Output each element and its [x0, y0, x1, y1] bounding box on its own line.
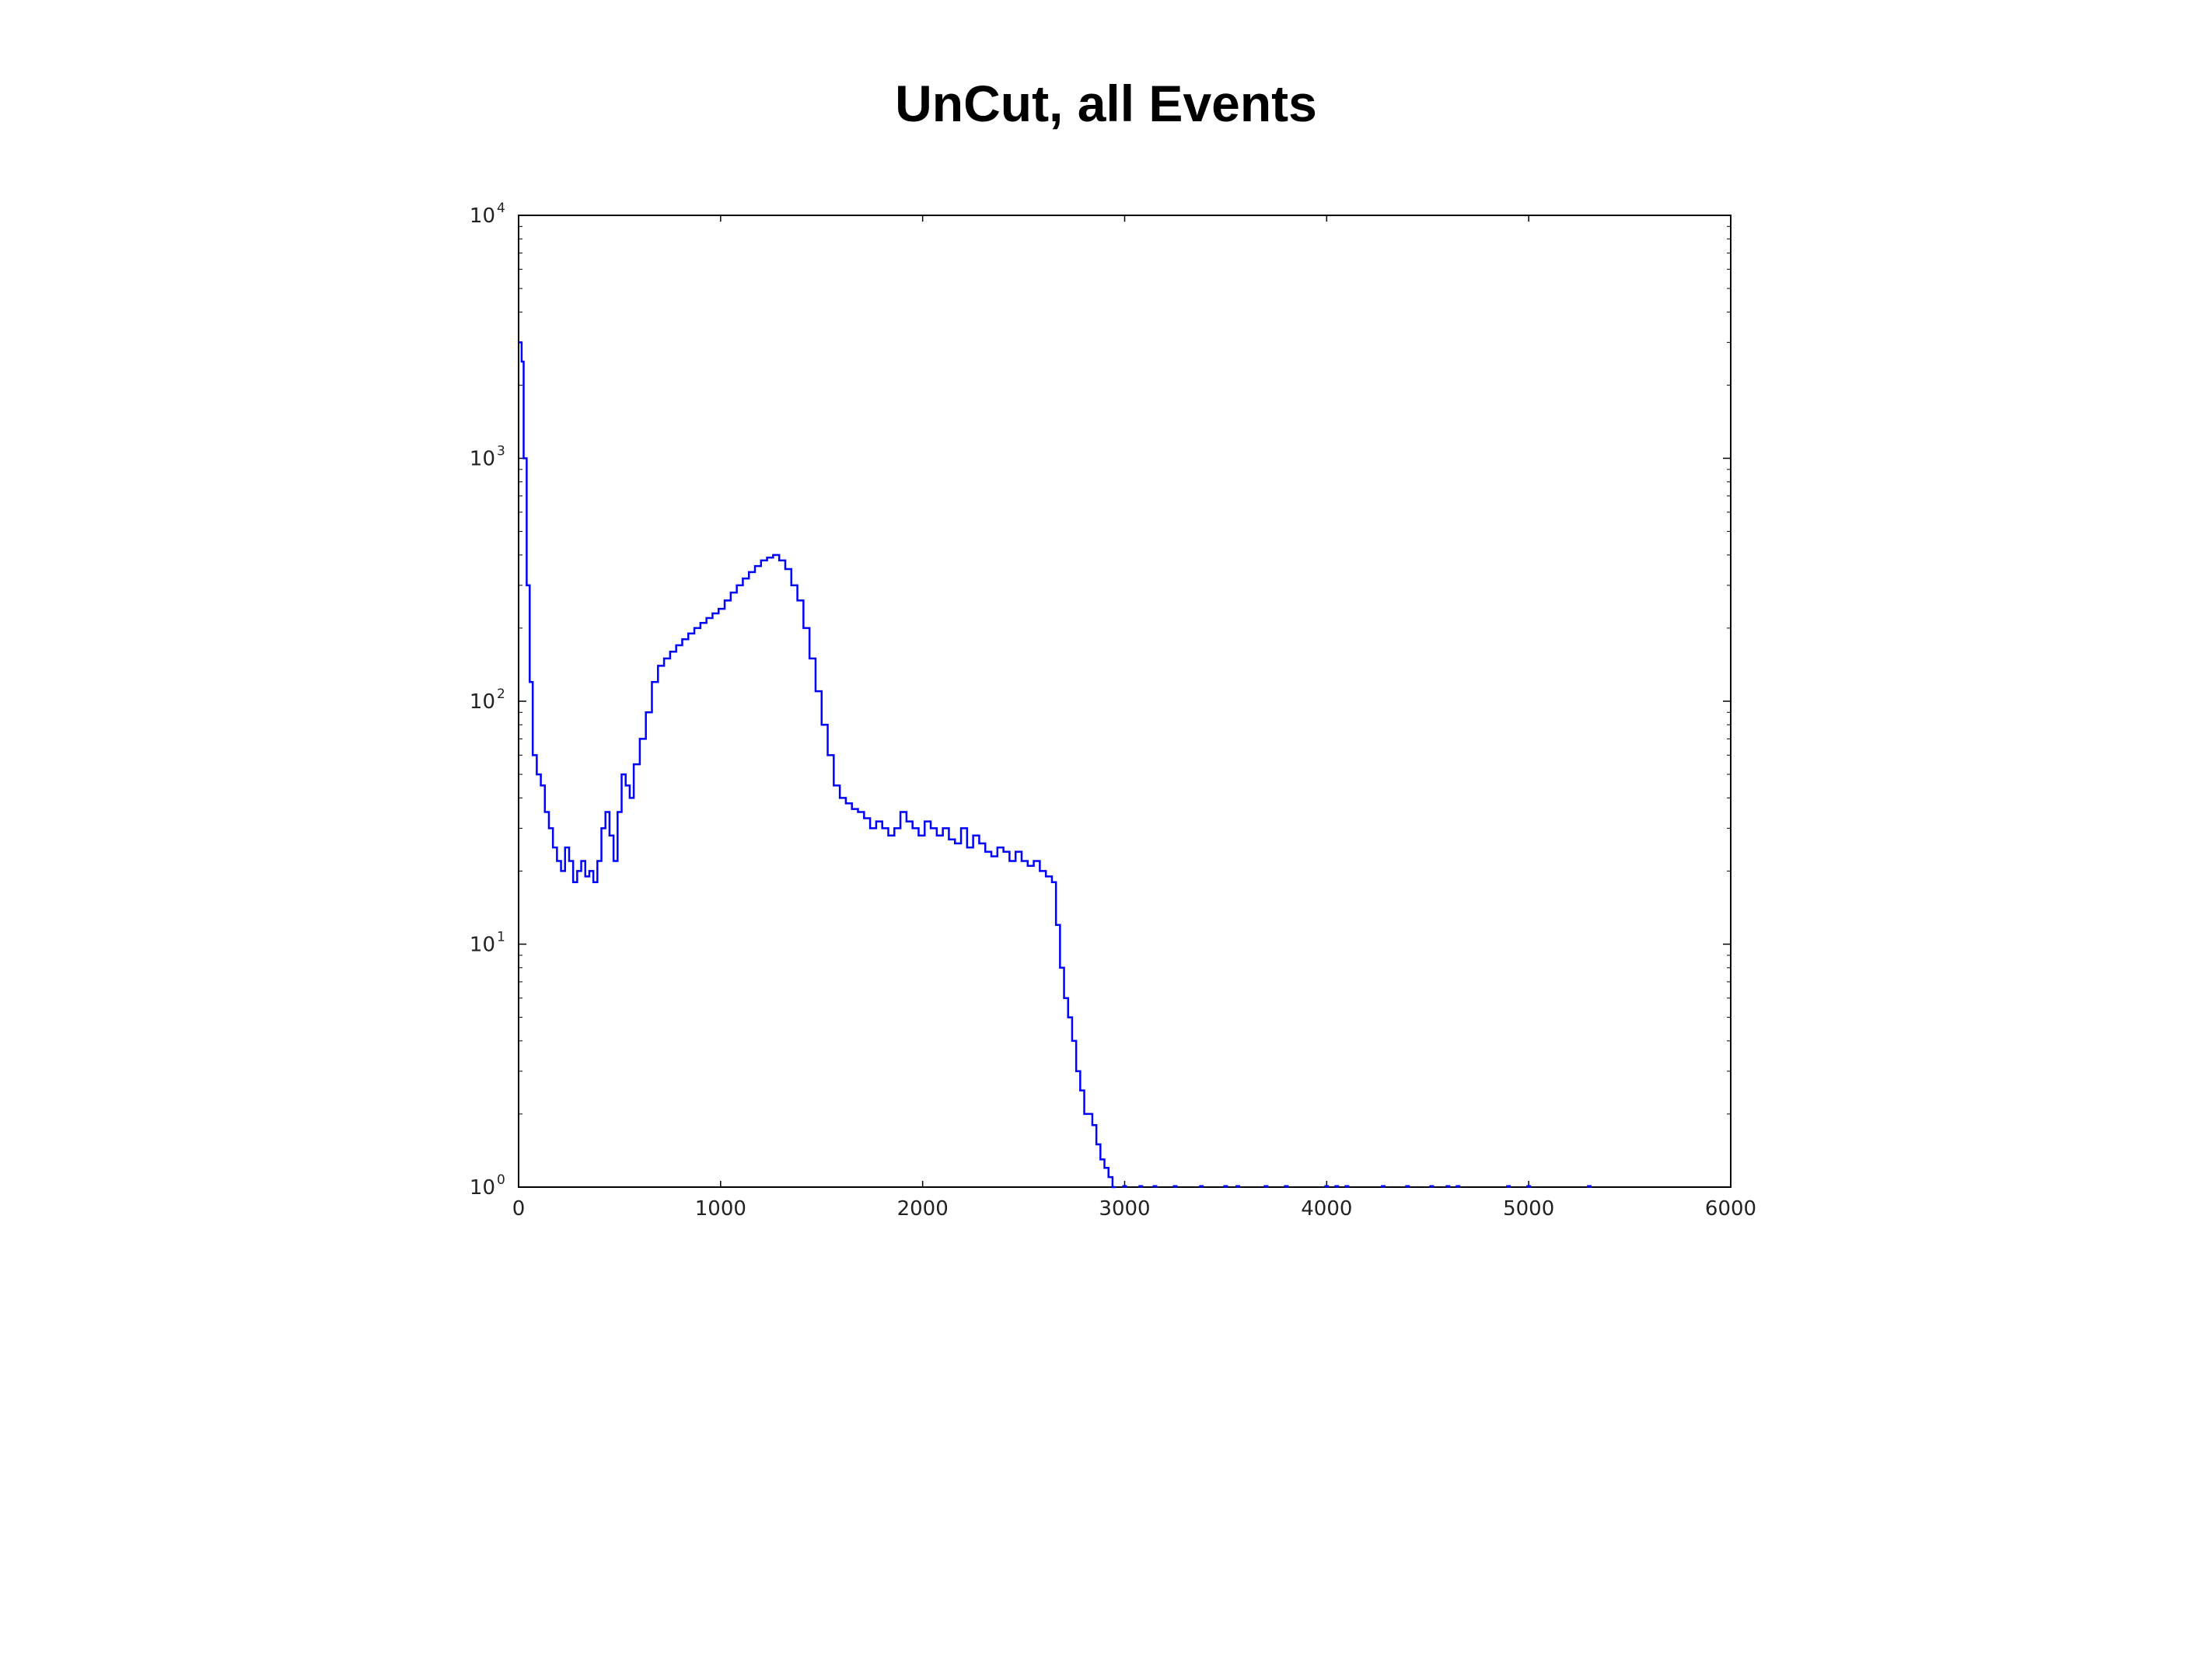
y-tick-exponent: 1 — [497, 930, 505, 945]
y-tick-exponent: 3 — [497, 444, 505, 459]
y-tick-exponent: 0 — [497, 1172, 505, 1188]
y-tick-exponent: 2 — [497, 686, 505, 702]
y-tick-label: 10 — [470, 934, 495, 957]
x-tick-label: 3000 — [1099, 1197, 1150, 1221]
plot-frame — [518, 215, 1732, 1188]
page-title: UnCut, all Events — [895, 75, 1317, 132]
x-tick-label: 4000 — [1301, 1197, 1352, 1221]
y-tick-label: 10 — [470, 448, 495, 471]
x-tick-label: 6000 — [1705, 1197, 1756, 1221]
x-tick-label: 1000 — [695, 1197, 746, 1221]
y-tick-label: 10 — [470, 690, 495, 714]
y-tick-exponent: 4 — [497, 201, 505, 216]
x-tick-label: 0 — [512, 1197, 526, 1221]
y-tick-label: 10 — [470, 204, 495, 228]
x-tick-label: 5000 — [1503, 1197, 1554, 1221]
x-tick-label: 2000 — [897, 1197, 949, 1221]
series-line — [519, 341, 1116, 1189]
y-tick-label: 10 — [470, 1176, 495, 1200]
